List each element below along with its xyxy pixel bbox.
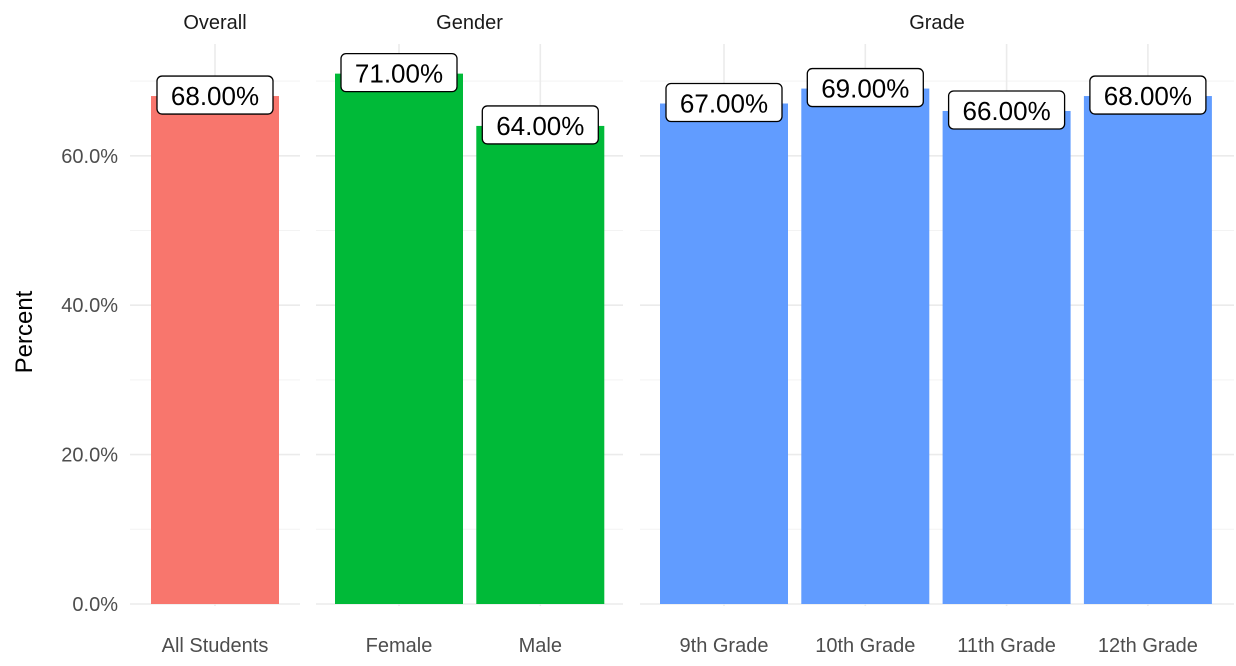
data-label: 69.00% xyxy=(821,74,909,104)
bar xyxy=(1083,96,1212,604)
data-label: 67.00% xyxy=(680,89,768,119)
y-axis-title: Percent xyxy=(11,290,38,373)
data-label: 68.00% xyxy=(1104,81,1192,111)
y-tick-label: 0.0% xyxy=(72,594,118,616)
bar xyxy=(476,125,605,605)
data-label-box xyxy=(481,105,599,145)
x-tick-label: 10th Grade xyxy=(815,635,915,657)
x-tick-label: Female xyxy=(366,635,433,657)
data-label-box xyxy=(1089,75,1207,115)
panel-title: Gender xyxy=(436,12,503,34)
x-tick-label: 11th Grade xyxy=(957,635,1056,657)
data-label-box xyxy=(947,90,1066,130)
data-labels: 68.00% 71.00% 64.00% 67.00% 69.00% 66.00% 68.0… xyxy=(156,52,1207,145)
data-label: 66.00% xyxy=(963,96,1051,126)
data-label: 71.00% xyxy=(355,59,443,89)
x-tick-label: All Students xyxy=(162,635,269,657)
axes: 0.0% 20.0% 40.0% 60.0% Overall All Students Ge… xyxy=(61,12,1198,657)
bars xyxy=(151,73,1212,605)
x-tick-label: 12th Grade xyxy=(1098,635,1198,657)
bar xyxy=(335,73,463,604)
x-tick-label: Male xyxy=(519,635,562,657)
y-tick-label: 60.0% xyxy=(61,146,118,168)
panel-title: Overall xyxy=(183,12,246,34)
data-label-box xyxy=(156,75,274,115)
bar xyxy=(942,110,1071,604)
data-label-box xyxy=(665,82,783,123)
y-tick-label: 40.0% xyxy=(61,295,118,317)
data-label: 68.00% xyxy=(171,81,259,111)
bar xyxy=(660,103,788,604)
bar xyxy=(151,96,279,604)
data-label-box xyxy=(340,52,458,93)
x-tick-label: 9th Grade xyxy=(680,635,769,657)
data-label: 64.00% xyxy=(496,111,584,141)
y-tick-label: 20.0% xyxy=(61,445,118,467)
panel-title: Grade xyxy=(909,12,965,34)
bar xyxy=(801,88,930,604)
data-label-box xyxy=(806,67,924,108)
